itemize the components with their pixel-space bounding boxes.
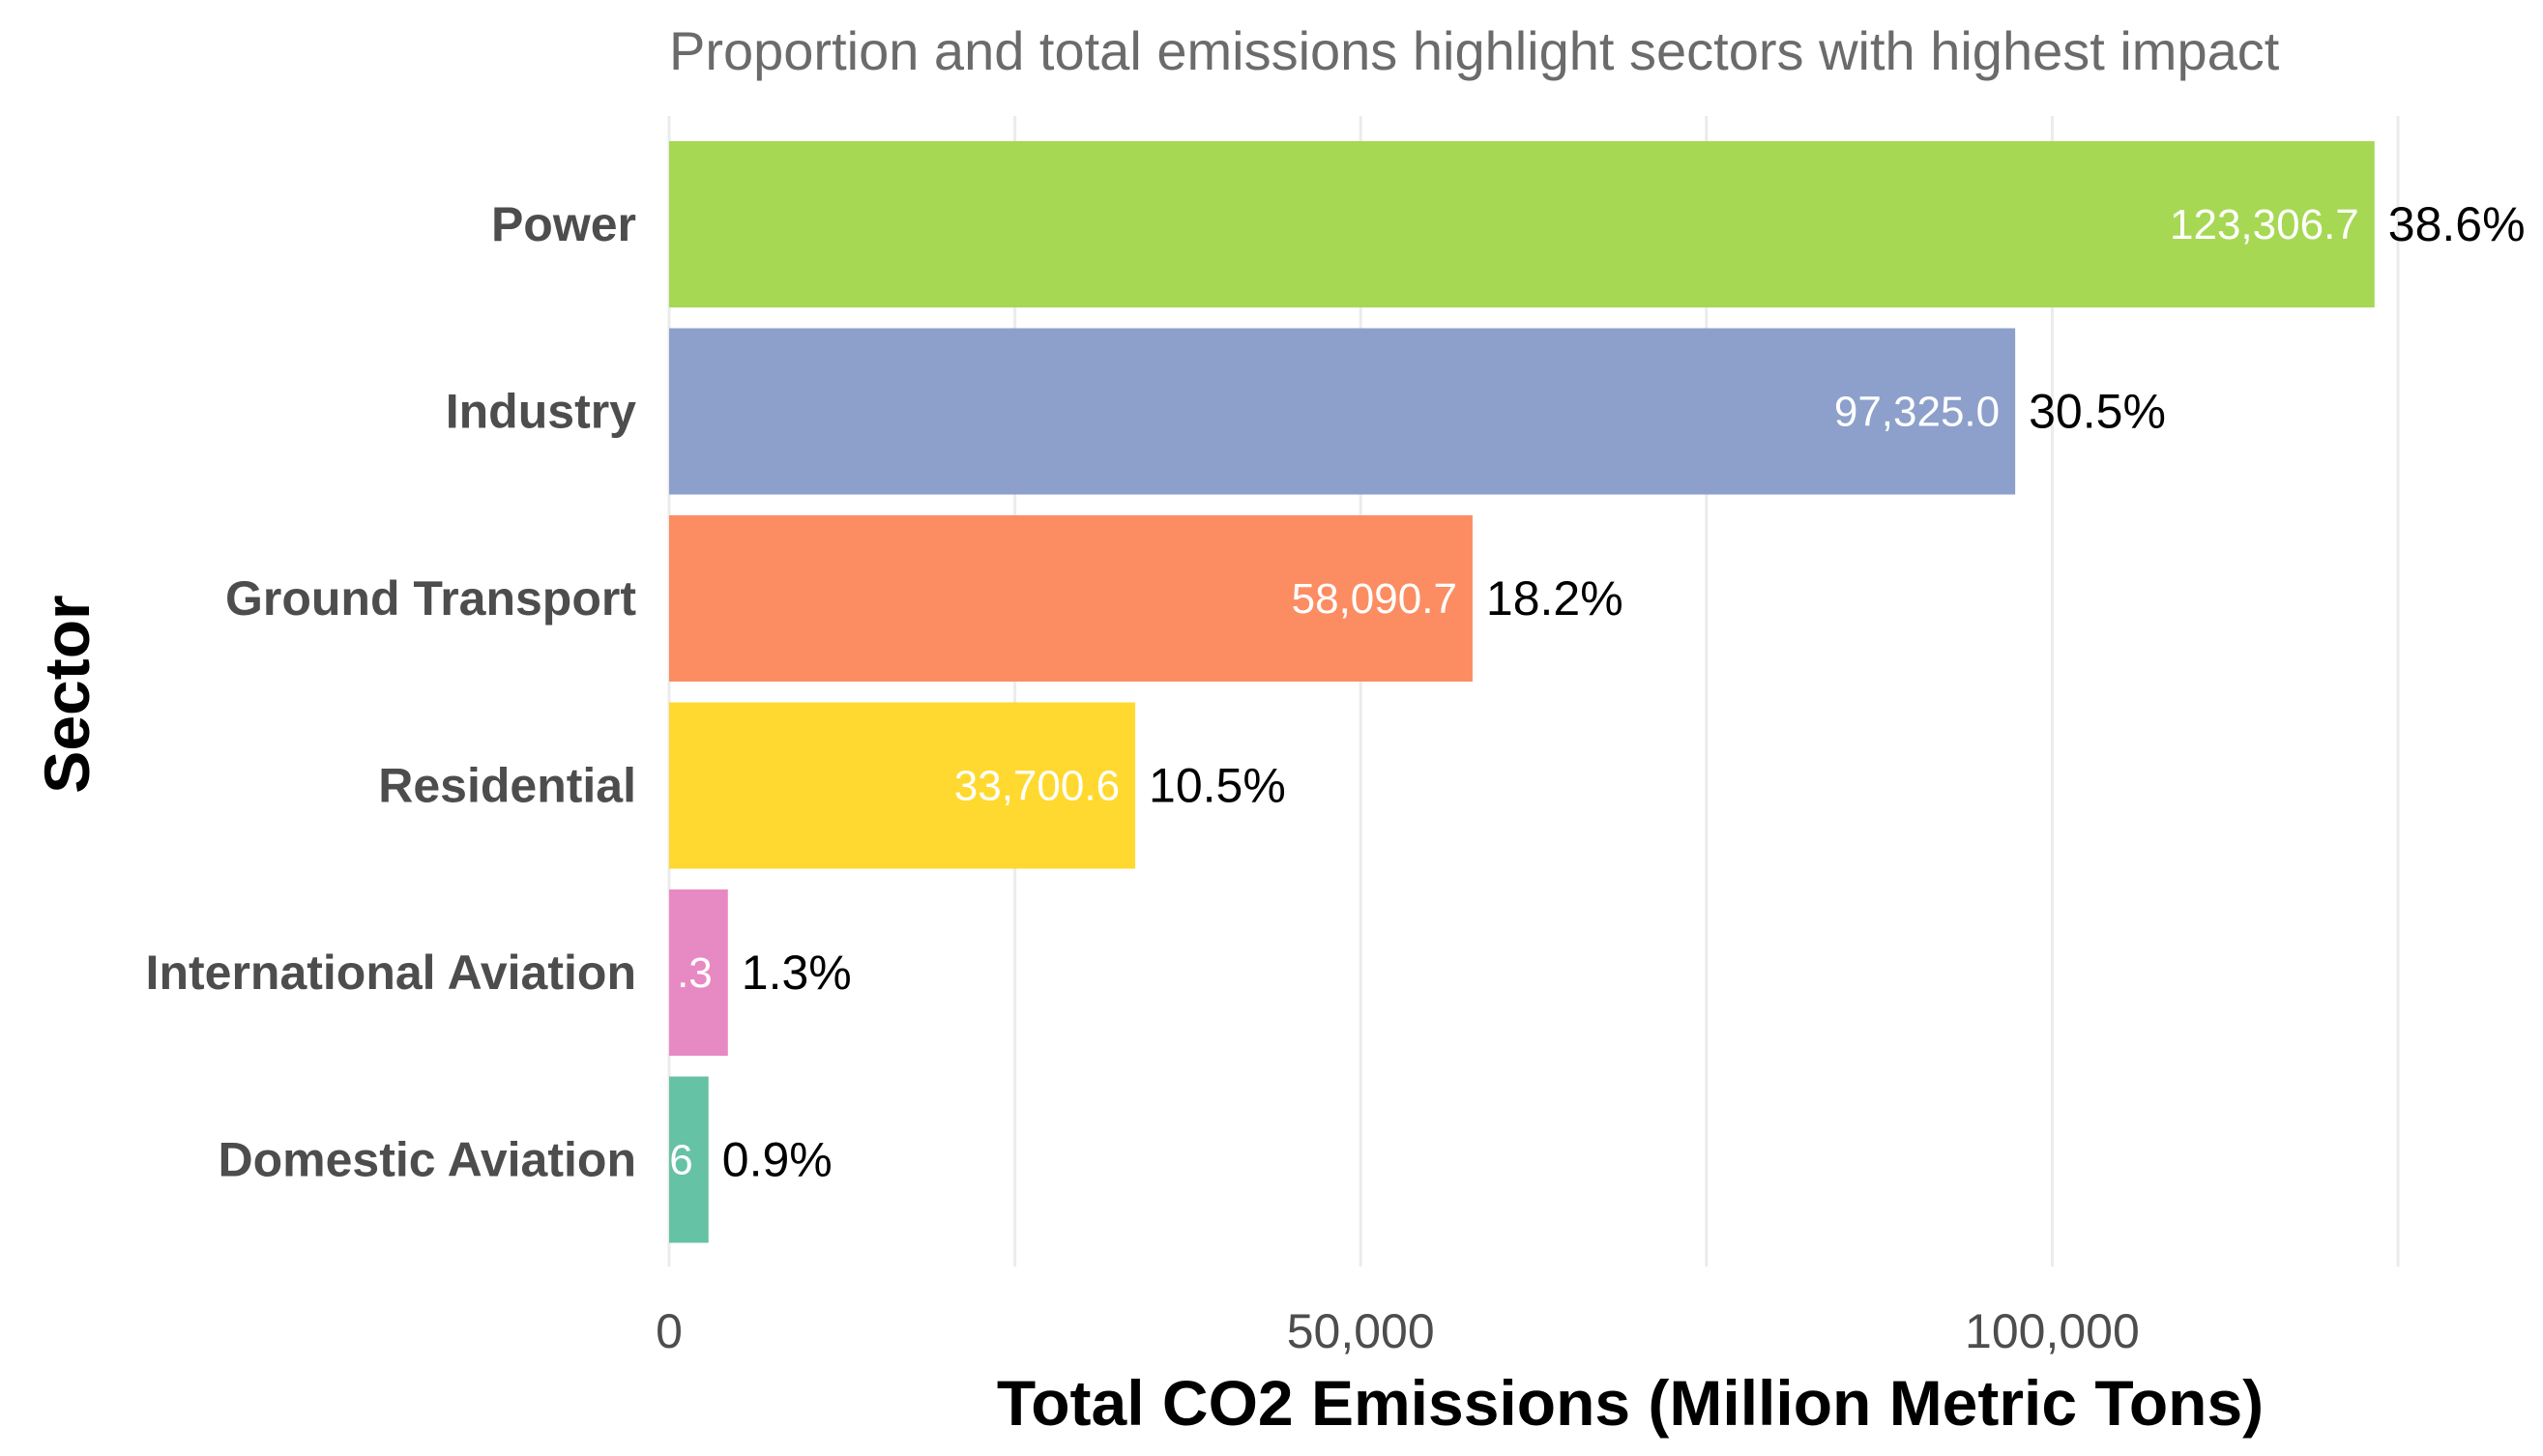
y-tick-label: Residential: [378, 759, 636, 813]
y-tick-label: Ground Transport: [225, 571, 636, 626]
value-label: 123,306.7: [2170, 201, 2359, 248]
y-tick-label: Industry: [446, 385, 636, 439]
x-tick-label: 50,000: [1287, 1304, 1435, 1358]
percent-label: 10.5%: [1149, 759, 1286, 813]
y-tick-label: Domestic Aviation: [219, 1133, 637, 1187]
bar: [669, 141, 2375, 307]
value-label: .3: [677, 949, 713, 997]
percent-label: 1.3%: [742, 946, 852, 1000]
bar: [669, 328, 2016, 495]
percent-label: 18.2%: [1486, 571, 1623, 626]
y-tick-label: International Aviation: [146, 946, 636, 1000]
bar: [669, 889, 728, 1056]
gridlines: [667, 116, 2400, 1267]
labels: 0 50,000 100,000 Power 123,306.7 38.6% Industr…: [146, 197, 2526, 1358]
value-label: 58,090.7: [1292, 575, 1457, 623]
percent-label: 0.9%: [722, 1133, 833, 1187]
y-axis-title: Sector: [31, 595, 102, 793]
bar: [669, 1076, 709, 1243]
chart-subtitle: Proportion and total emissions highlight…: [669, 20, 2280, 81]
bar: [669, 702, 1136, 869]
x-axis-title: Total CO2 Emissions (Million Metric Tons…: [997, 1367, 2264, 1439]
bars: [669, 141, 2375, 1243]
y-tick-label: Power: [491, 197, 636, 251]
bar: [669, 515, 1473, 682]
percent-label: 38.6%: [2388, 197, 2526, 251]
value-label: 33,700.6: [954, 763, 1120, 810]
percent-label: 30.5%: [2029, 385, 2166, 439]
x-tick-label: 100,000: [1965, 1304, 2140, 1358]
value-label: 97,325.0: [1834, 389, 2000, 436]
value-label: 6: [669, 1137, 692, 1184]
x-tick-label: 0: [656, 1304, 683, 1358]
